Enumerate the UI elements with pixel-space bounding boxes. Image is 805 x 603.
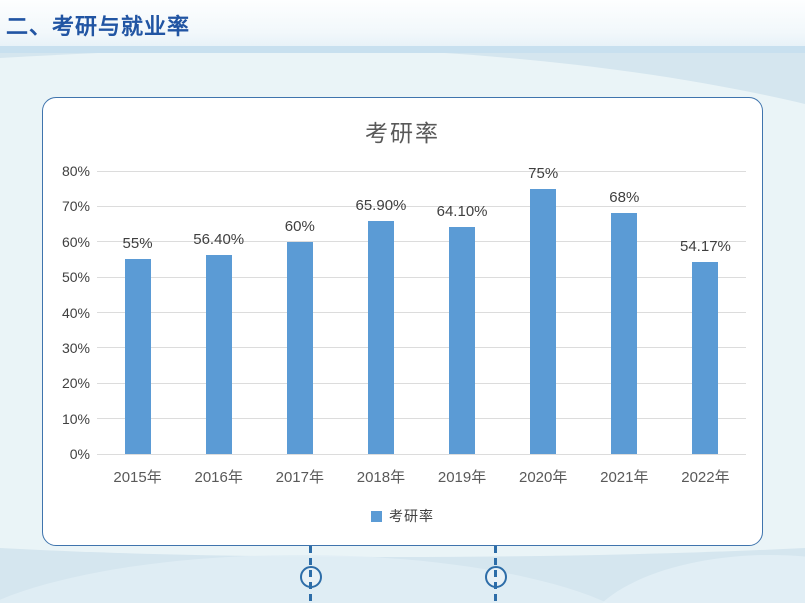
x-axis-tick-label: 2017年: [275, 469, 324, 486]
bar: [692, 262, 719, 454]
gridline: [97, 382, 746, 384]
bar: [611, 213, 638, 454]
bar-value-label: 60%: [284, 217, 315, 235]
header-accent-band: [0, 46, 805, 53]
connector-right: [494, 546, 497, 603]
x-axis-tick-label: 2015年: [113, 469, 162, 486]
dashed-line-left: [309, 546, 312, 603]
y-axis: 0% 10% 20% 30% 40% 50% 60% 70% 80%: [43, 163, 90, 462]
chart-title: 考研率: [365, 121, 440, 147]
bar-value-label: 64.10%: [436, 203, 488, 221]
gridline: [97, 418, 746, 420]
bar-column: 65.90%: [340, 171, 421, 454]
bar-column: 75%: [503, 165, 584, 454]
bar-column: 56.40%: [178, 171, 259, 454]
plot-area: 55% 56.40% 60% 65.90% 64.10% 75% 68% 54.17%: [97, 165, 746, 455]
bar: [530, 188, 557, 454]
gridline: [97, 312, 746, 313]
x-axis-tick-label: 2022年: [681, 469, 730, 486]
bar-column: 54.17%: [665, 171, 746, 454]
y-axis-tick-label: 20%: [61, 375, 90, 392]
gridline: [97, 347, 746, 349]
bar-column: 60%: [259, 171, 340, 454]
y-axis-tick-label: 60%: [61, 233, 90, 250]
bar-column: 55%: [97, 171, 178, 454]
page-title: 二、考研与就业率: [6, 14, 191, 39]
bar: [124, 259, 151, 454]
chart-panel: 考研率 0% 10% 20% 30% 40% 50% 60% 70% 80% 55% 56.40%…: [42, 97, 763, 546]
bar-columns: 55% 56.40% 60% 65.90% 64.10% 75% 68% 54.17%: [97, 165, 746, 454]
bar-value-label: 65.90%: [355, 196, 407, 214]
bar-value-label: 68%: [609, 189, 640, 207]
legend-swatch-icon: [371, 510, 382, 522]
x-axis-tick-label: 2019年: [437, 469, 487, 486]
x-axis: 2015年 2016年 2017年 2018年 2019年 2020年 2021年 2022年: [97, 466, 746, 488]
y-axis-tick-label: 80%: [61, 163, 90, 179]
y-axis-tick-label: 70%: [61, 198, 90, 215]
header-band: [0, 0, 805, 46]
bar-column: 68%: [584, 171, 665, 454]
bar: [367, 220, 394, 454]
legend-label: 考研率: [389, 508, 434, 524]
gridline: [97, 205, 746, 207]
y-axis-tick-label: 40%: [61, 304, 90, 321]
x-axis-tick-label: 2018年: [356, 469, 406, 486]
bar-value-label: 54.17%: [680, 238, 731, 256]
gridline: [97, 241, 746, 243]
connector-left: [309, 546, 312, 603]
bar-value-label: 56.40%: [193, 230, 245, 248]
gridline: [97, 453, 746, 455]
chart-legend: 考研率: [43, 506, 762, 526]
bar-column: 64.10%: [422, 171, 503, 454]
bar: [286, 241, 313, 454]
background-blob-right: [602, 555, 805, 603]
gridline: [97, 170, 746, 172]
bar: [449, 227, 476, 454]
gridline: [97, 276, 746, 278]
x-axis-tick-label: 2016年: [194, 469, 243, 486]
bar-value-label: 75%: [528, 164, 559, 182]
y-axis-tick-label: 10%: [61, 410, 90, 427]
y-axis-tick-label: 30%: [61, 339, 90, 356]
dashed-line-right: [494, 546, 497, 603]
x-axis-tick-label: 2020年: [519, 469, 568, 486]
bar: [205, 254, 232, 454]
x-axis-tick-label: 2021年: [600, 469, 649, 486]
bar-value-label: 55%: [122, 235, 153, 253]
y-axis-tick-label: 0%: [69, 446, 90, 462]
y-axis-tick-label: 50%: [61, 269, 90, 286]
